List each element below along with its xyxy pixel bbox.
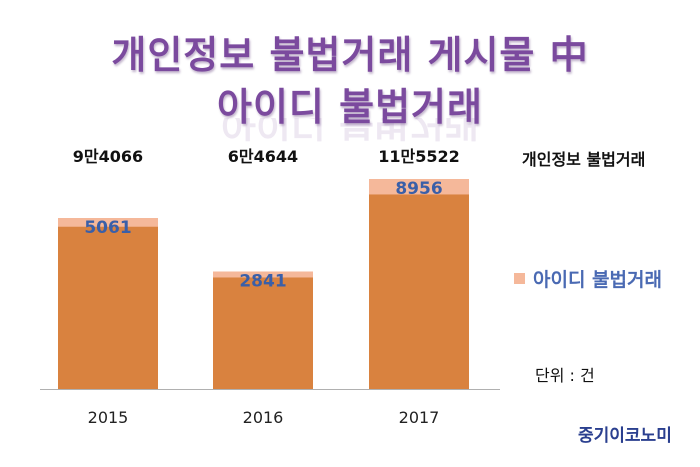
data-label-id-2016: 2841 xyxy=(239,271,286,291)
x-tick-label-2017: 2017 xyxy=(399,408,440,427)
legend-item-id: 아이디 불법거래 xyxy=(514,265,662,292)
legend-label: 아이디 불법거래 xyxy=(533,269,662,291)
title-line-1: 개인정보 불법거래 게시물 中 xyxy=(111,33,589,77)
bar-main-2016 xyxy=(213,277,313,389)
unit-note: 단위 : 건 xyxy=(535,366,595,385)
data-label-id-2017: 8956 xyxy=(395,179,442,199)
series-label-total: 개인정보 불법거래 xyxy=(522,150,646,169)
data-label-total-2015: 9만4066 xyxy=(73,147,143,166)
data-label-id-2015: 5061 xyxy=(84,218,131,238)
title-line-2: 아이디 불법거래 xyxy=(217,85,483,129)
x-tick-label-2016: 2016 xyxy=(243,408,284,427)
legend-swatch xyxy=(514,273,525,284)
x-tick-label-2015: 2015 xyxy=(88,408,129,427)
data-label-total-2016: 6만4644 xyxy=(228,147,298,166)
bar-main-2015 xyxy=(58,226,158,389)
bar-main-2017 xyxy=(369,194,469,389)
data-label-total-2017: 11만5522 xyxy=(378,147,460,166)
source-credit: 중기이코노미 xyxy=(578,426,672,446)
